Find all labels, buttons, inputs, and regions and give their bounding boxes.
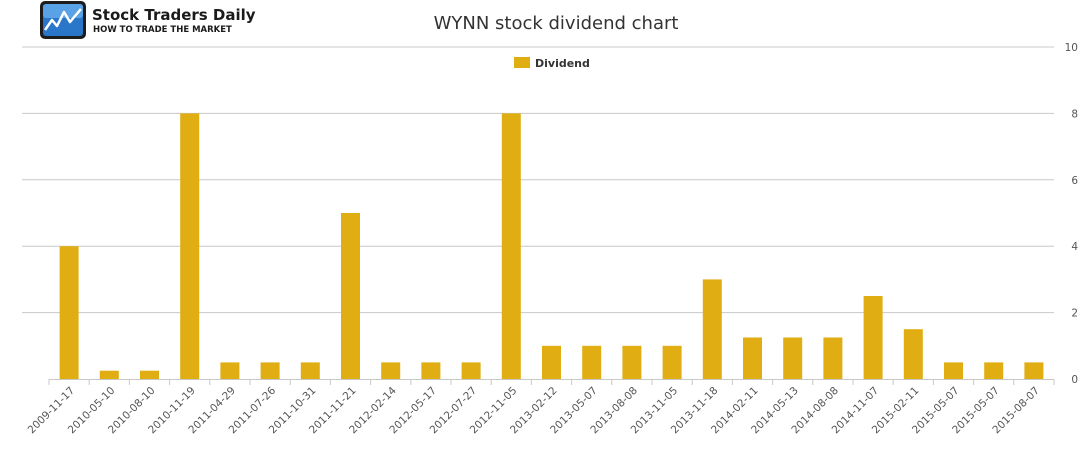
legend-swatch-dividend xyxy=(514,57,530,68)
bar xyxy=(743,337,762,379)
bar xyxy=(461,362,481,379)
bar xyxy=(984,362,1004,379)
bar xyxy=(501,113,521,380)
bar xyxy=(863,296,883,379)
bar xyxy=(99,370,119,379)
bar xyxy=(702,279,722,379)
bars xyxy=(59,113,1044,380)
bar xyxy=(341,213,360,379)
bar xyxy=(421,362,441,379)
bar xyxy=(300,362,320,379)
y-tick-label: 0 xyxy=(1071,374,1078,386)
bar xyxy=(944,362,963,379)
y-tick-label: 4 xyxy=(1071,241,1078,253)
bar xyxy=(783,337,803,379)
bar xyxy=(622,345,642,379)
logo-tagline: HOW TO TRADE THE MARKET xyxy=(93,25,232,35)
bar xyxy=(542,345,561,379)
bar xyxy=(662,345,682,379)
x-axis-ticks: 2009-11-172010-05-102010-08-102010-11-19… xyxy=(26,384,1042,436)
stock-chart-logo-icon xyxy=(40,1,86,39)
bar xyxy=(59,246,79,379)
legend: Dividend xyxy=(514,57,590,70)
logo: Stock Traders Daily HOW TO TRADE THE MAR… xyxy=(40,1,256,39)
bar xyxy=(1024,362,1044,379)
legend-label-dividend: Dividend xyxy=(535,57,590,70)
bar xyxy=(140,370,159,379)
y-tick-label: 10 xyxy=(1065,42,1078,54)
logo-name: Stock Traders Daily xyxy=(92,6,256,24)
bar xyxy=(260,362,280,379)
bar xyxy=(903,329,923,379)
chart-title: WYNN stock dividend chart xyxy=(434,13,679,34)
bar xyxy=(220,362,240,379)
y-tick-label: 2 xyxy=(1071,308,1078,320)
bar xyxy=(180,113,200,380)
x-axis xyxy=(48,379,1055,385)
y-axis-ticks: 0 2 4 6 8 10 xyxy=(1065,42,1079,386)
y-tick-label: 6 xyxy=(1071,175,1078,187)
bar xyxy=(823,337,843,379)
bar xyxy=(381,362,401,379)
grid-lines xyxy=(22,46,1054,314)
bar xyxy=(582,345,602,379)
y-tick-label: 8 xyxy=(1071,108,1078,120)
